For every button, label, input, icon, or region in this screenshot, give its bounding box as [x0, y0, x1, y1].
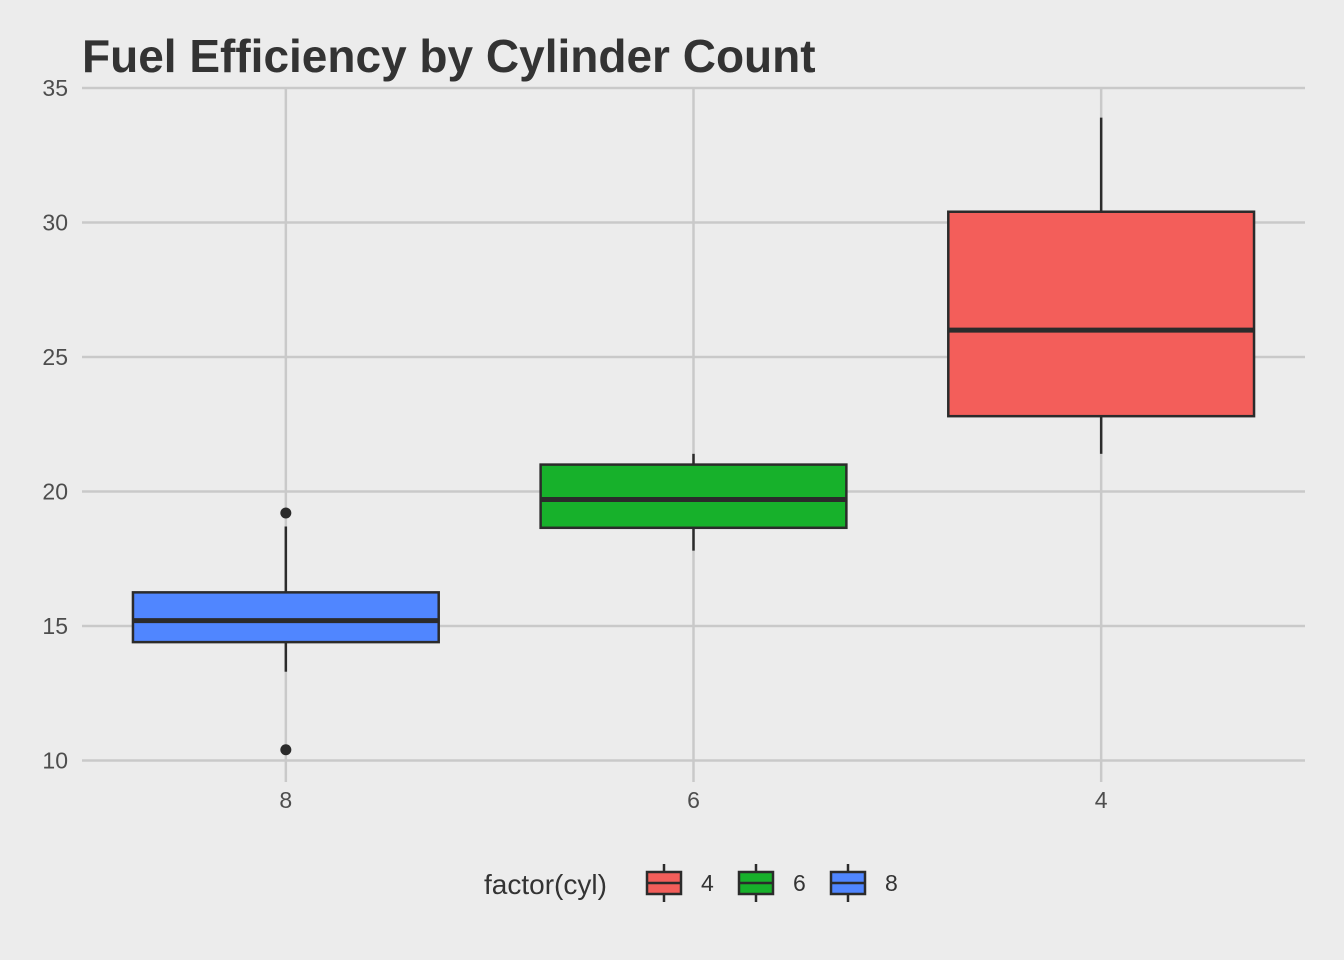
legend-title: factor(cyl): [484, 869, 607, 900]
x-tick-label: 6: [687, 787, 700, 813]
box-layer: [131, 117, 1256, 756]
box-4: [947, 210, 1256, 418]
y-tick-label: 15: [42, 613, 68, 639]
outlier-point: [280, 507, 292, 519]
box-6: [539, 463, 848, 530]
axis-layer: 10 15 20 25 30 35 8 6 4: [42, 75, 1107, 813]
grid-layer: [82, 86, 1305, 782]
y-tick-label: 20: [42, 478, 68, 504]
x-tick-label: 4: [1095, 787, 1108, 813]
y-tick-label: 35: [42, 75, 68, 101]
legend: factor(cyl) 4 6 8: [484, 864, 898, 902]
y-tick-label: 30: [42, 209, 68, 235]
y-tick-label: 10: [42, 747, 68, 773]
legend-label: 6: [793, 870, 806, 896]
chart-title: Fuel Efficiency by Cylinder Count: [82, 30, 816, 82]
legend-label: 4: [701, 870, 714, 896]
x-tick-label: 8: [279, 787, 292, 813]
box-8: [131, 591, 440, 644]
y-tick-label: 25: [42, 344, 68, 370]
outlier-point: [280, 744, 292, 756]
legend-label: 8: [885, 870, 898, 896]
